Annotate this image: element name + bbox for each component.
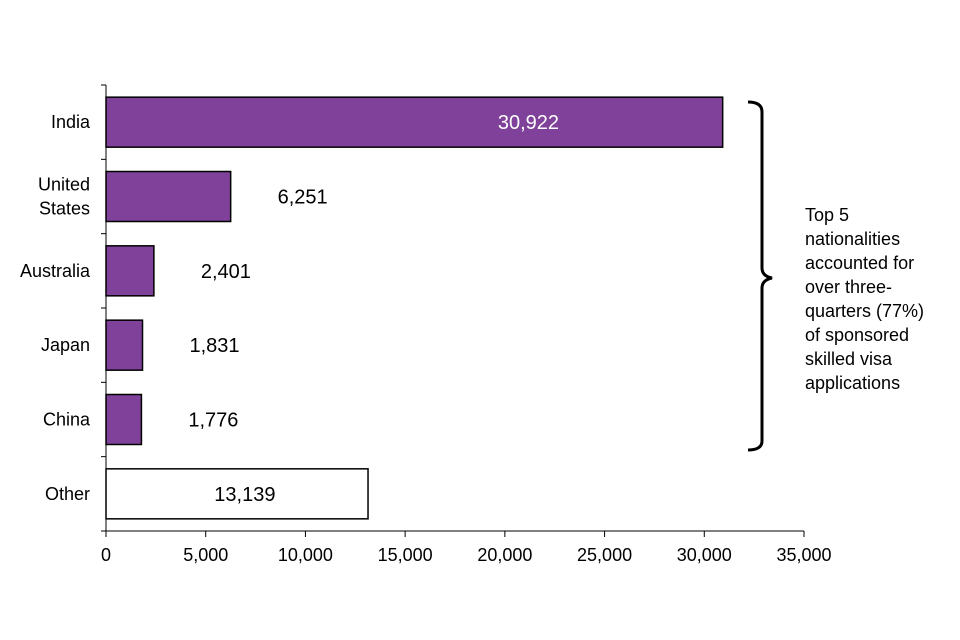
bar — [105, 468, 369, 520]
annotation-text: Top 5 nationalities accounted for over t… — [805, 205, 925, 393]
value-label: 13,139 — [214, 484, 275, 506]
chart-bars — [105, 96, 724, 520]
value-label: 1,776 — [188, 410, 238, 432]
chart-axes — [101, 84, 805, 537]
x-tick-label: 0 — [101, 545, 111, 565]
value-label: 6,251 — [278, 187, 328, 209]
category-label: Australia — [20, 261, 91, 281]
x-tick-label: 30,000 — [677, 545, 732, 565]
bar — [105, 96, 724, 148]
bar — [105, 393, 143, 446]
x-tick-label: 15,000 — [378, 545, 433, 565]
x-tick-label: 35,000 — [776, 545, 831, 565]
category-label: Other — [45, 484, 90, 504]
category-label: India — [51, 112, 91, 132]
category-label: China — [43, 410, 91, 430]
x-tick-label: 20,000 — [477, 545, 532, 565]
x-tick-label: 25,000 — [577, 545, 632, 565]
category-label: United States — [38, 175, 90, 219]
x-tick-label: 10,000 — [278, 545, 333, 565]
value-label: 2,401 — [201, 261, 251, 283]
value-label: 30,922 — [498, 112, 559, 134]
value-label: 1,831 — [189, 335, 239, 357]
chart-labels: 0 5,000 10,000 15,000 20,000 25,000 30,000 35,0… — [20, 112, 832, 565]
bar — [105, 245, 155, 297]
annotation-bracket — [747, 100, 773, 452]
bar — [105, 319, 144, 371]
bar — [105, 170, 232, 223]
x-tick-label: 5,000 — [183, 545, 228, 565]
category-label: Japan — [41, 335, 90, 355]
